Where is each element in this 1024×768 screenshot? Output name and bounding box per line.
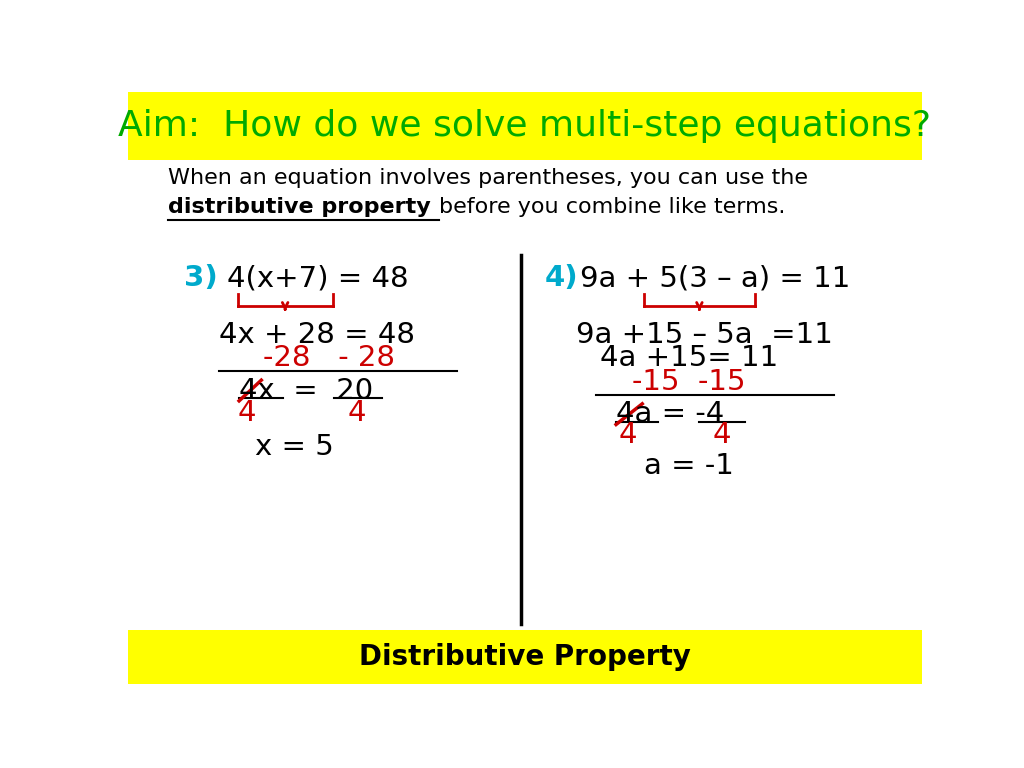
FancyBboxPatch shape <box>128 92 922 161</box>
FancyBboxPatch shape <box>128 631 922 684</box>
Text: 4: 4 <box>238 399 256 427</box>
Text: a = -1: a = -1 <box>644 452 734 480</box>
Text: 9a +15 – 5a  =11: 9a +15 – 5a =11 <box>577 320 834 349</box>
Text: 4a = -4: 4a = -4 <box>616 400 724 429</box>
Text: -28   - 28: -28 - 28 <box>263 344 395 372</box>
Text: 4: 4 <box>618 421 637 449</box>
Text: 9a + 5(3 – a) = 11: 9a + 5(3 – a) = 11 <box>581 264 851 293</box>
Text: -15  -15: -15 -15 <box>632 368 745 396</box>
Text: 3): 3) <box>183 264 217 293</box>
Text: 4): 4) <box>545 264 579 293</box>
Text: before you combine like terms.: before you combine like terms. <box>439 197 785 217</box>
Text: Distributive Property: Distributive Property <box>358 643 691 671</box>
Text: 4x  =  20: 4x = 20 <box>240 377 373 405</box>
Text: When an equation involves parentheses, you can use the: When an equation involves parentheses, y… <box>168 168 808 188</box>
Text: x = 5: x = 5 <box>255 433 334 461</box>
Text: 4x + 28 = 48: 4x + 28 = 48 <box>219 320 416 349</box>
Text: 4: 4 <box>347 399 366 427</box>
Text: Aim:  How do we solve multi-step equations?: Aim: How do we solve multi-step equation… <box>119 109 931 143</box>
Text: distributive property: distributive property <box>168 197 438 217</box>
Text: 4a +15= 11: 4a +15= 11 <box>600 344 778 372</box>
Text: 4(x+7) = 48: 4(x+7) = 48 <box>227 264 409 293</box>
Text: 4: 4 <box>713 421 731 449</box>
